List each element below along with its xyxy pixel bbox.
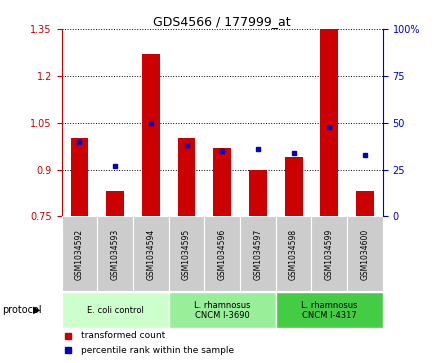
Bar: [97, 216, 133, 291]
Text: GSM1034593: GSM1034593: [110, 228, 120, 280]
Text: GSM1034595: GSM1034595: [182, 228, 191, 280]
Text: GSM1034598: GSM1034598: [289, 228, 298, 280]
Bar: [356, 192, 374, 216]
Text: GSM1034597: GSM1034597: [253, 228, 262, 280]
Text: GSM1034599: GSM1034599: [325, 228, 334, 280]
Bar: [133, 216, 169, 291]
Text: GSM1034596: GSM1034596: [218, 228, 227, 280]
Text: protocol: protocol: [2, 305, 42, 315]
Bar: [213, 148, 231, 216]
Bar: [320, 29, 338, 216]
Bar: [70, 138, 88, 216]
Bar: [169, 292, 276, 328]
Bar: [347, 216, 383, 291]
Bar: [169, 216, 204, 291]
Title: GDS4566 / 177999_at: GDS4566 / 177999_at: [154, 15, 291, 28]
Text: GSM1034592: GSM1034592: [75, 228, 84, 280]
Bar: [276, 216, 312, 291]
Bar: [62, 292, 169, 328]
Bar: [312, 216, 347, 291]
Text: percentile rank within the sample: percentile rank within the sample: [81, 346, 234, 355]
Bar: [240, 216, 276, 291]
Bar: [204, 216, 240, 291]
Bar: [178, 138, 195, 216]
Text: ▶: ▶: [33, 305, 40, 315]
Bar: [142, 54, 160, 216]
Text: GSM1034594: GSM1034594: [147, 228, 155, 280]
Bar: [276, 292, 383, 328]
Bar: [106, 192, 124, 216]
Text: L. rhamnosus
CNCM I-4317: L. rhamnosus CNCM I-4317: [301, 301, 358, 320]
Bar: [62, 216, 97, 291]
Text: E. coli control: E. coli control: [87, 306, 143, 315]
Bar: [285, 157, 303, 216]
Text: L. rhamnosus
CNCM I-3690: L. rhamnosus CNCM I-3690: [194, 301, 250, 320]
Text: transformed count: transformed count: [81, 331, 165, 340]
Text: GSM1034600: GSM1034600: [360, 228, 370, 280]
Bar: [249, 170, 267, 216]
